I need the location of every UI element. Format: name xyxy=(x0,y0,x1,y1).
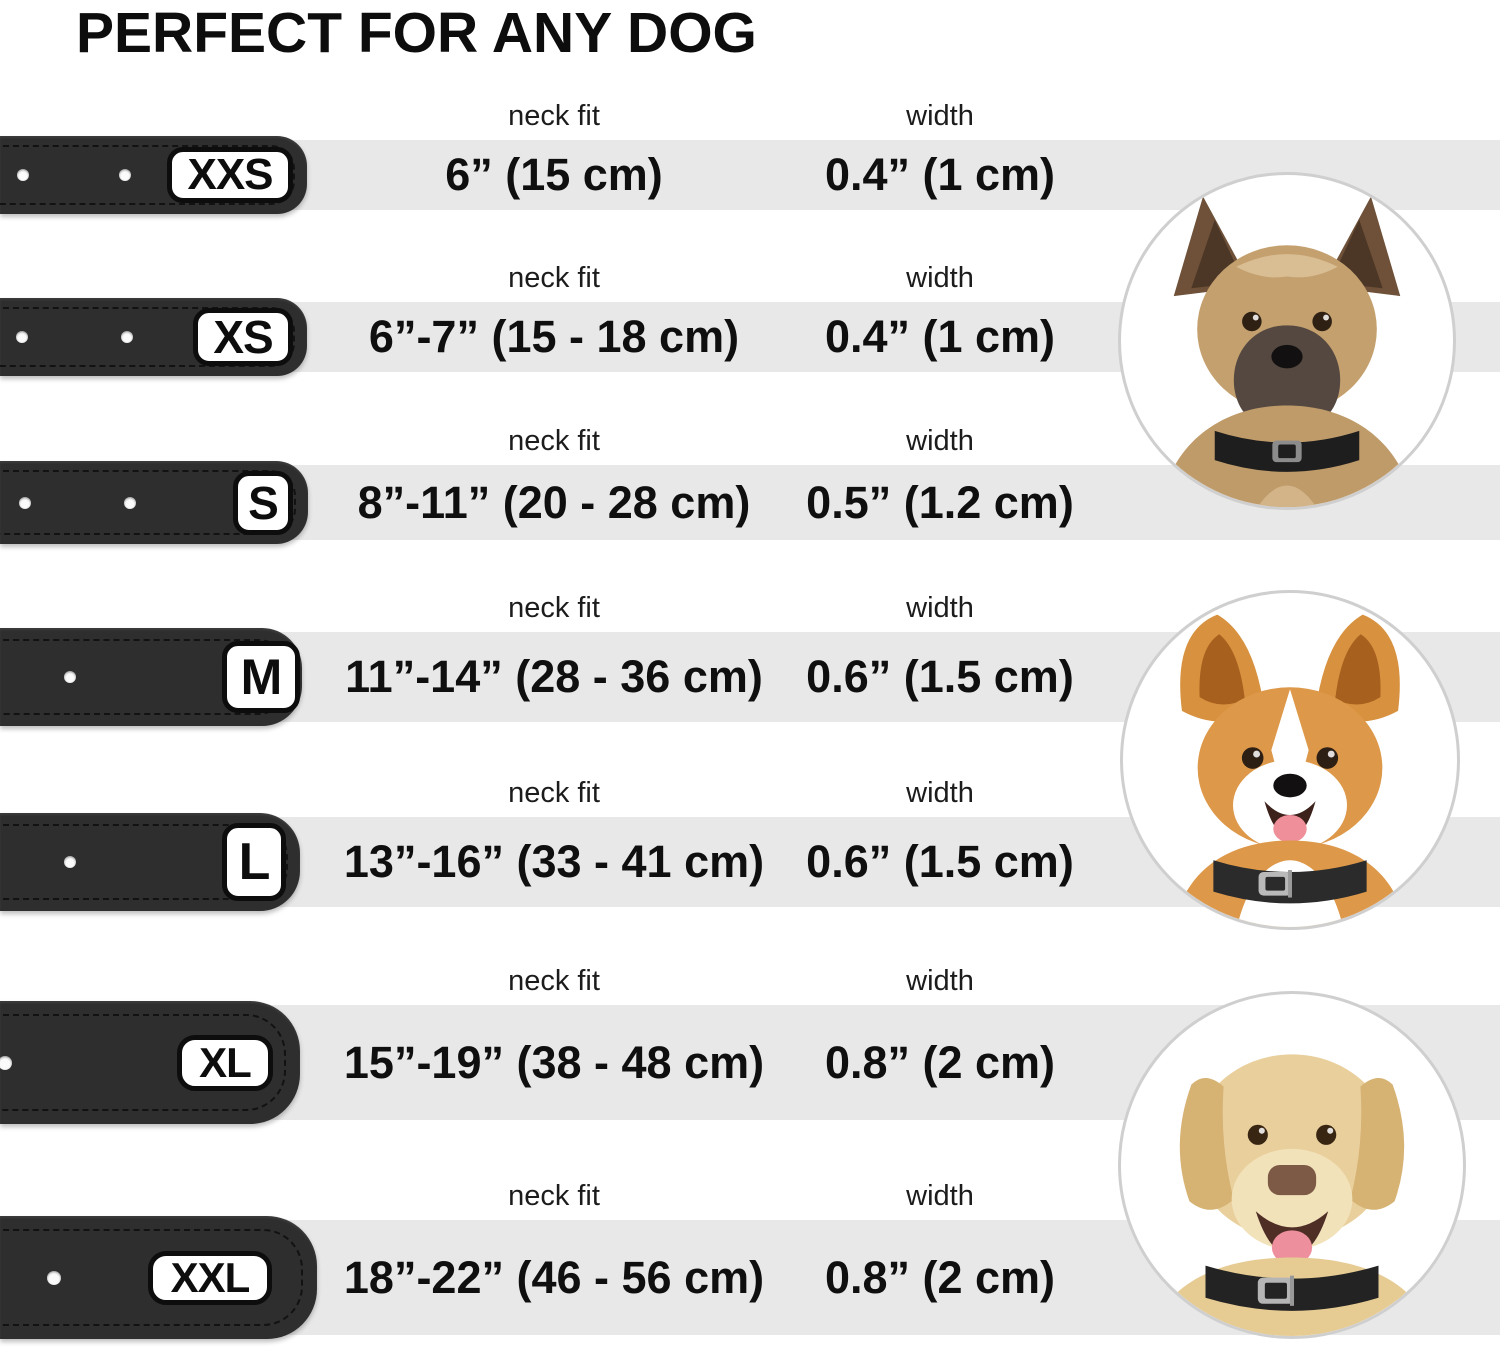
cairn-terrier-photo xyxy=(1160,196,1414,507)
width-value: 0.5” (1.2 cm) xyxy=(806,476,1074,528)
width-value: 0.4” (1 cm) xyxy=(824,149,1056,200)
collar-strap: XXS xyxy=(0,136,307,214)
column-header-width: width xyxy=(906,965,974,997)
width-value: 0.6” (1.5 cm) xyxy=(806,651,1074,702)
collar-strap: XS xyxy=(0,298,307,376)
column-header-neck-fit: neck fit xyxy=(508,1180,600,1212)
neck-fit-value: 18”-22” (46 - 56 cm) xyxy=(343,1251,765,1303)
neck-fit-value: 13”-16” (33 - 41 cm) xyxy=(343,836,765,887)
collar-hole xyxy=(16,331,28,343)
collar-hole xyxy=(64,671,76,683)
column-header-neck-fit: neck fit xyxy=(508,777,600,809)
column-header-width: width xyxy=(906,425,974,457)
size-tag: XL xyxy=(177,1034,273,1091)
neck-fit-value: 15”-19” (38 - 48 cm) xyxy=(343,1036,765,1088)
column-header-width: width xyxy=(906,100,974,132)
dog-photo-circle-terrier xyxy=(1118,172,1456,510)
column-header-neck-fit: neck fit xyxy=(508,592,600,624)
collar-stitching xyxy=(0,824,288,900)
collar-hole xyxy=(19,496,31,509)
collar-hole xyxy=(121,331,133,343)
collar-hole xyxy=(17,169,29,181)
size-tag: XS xyxy=(193,308,293,366)
collar-stitching xyxy=(0,1014,286,1111)
collar-strap: M xyxy=(0,628,302,726)
column-header-width: width xyxy=(906,262,974,294)
size-tag: XXL xyxy=(148,1250,272,1305)
neck-fit-value: 6” (15 cm) xyxy=(445,149,663,200)
collar-stitching xyxy=(0,307,295,367)
size-tag: S xyxy=(233,470,293,535)
size-tag: M xyxy=(222,641,300,713)
column-header-width: width xyxy=(906,777,974,809)
column-header-neck-fit: neck fit xyxy=(508,965,600,997)
collar-hole xyxy=(119,169,131,181)
collar-strap: XXL xyxy=(0,1216,317,1339)
size-row-s: neck fit width S 8”-11” (20 - 28 cm) 0.5… xyxy=(0,425,1500,544)
width-value: 0.4” (1 cm) xyxy=(824,311,1056,362)
width-value: 0.6” (1.5 cm) xyxy=(806,836,1074,887)
size-tag: XXS xyxy=(167,147,293,203)
dog-photo-circle-corgi xyxy=(1120,590,1460,930)
dog-photo-circle-labrador xyxy=(1118,991,1466,1339)
width-value: 0.8” (2 cm) xyxy=(824,1251,1056,1303)
neck-fit-value: 11”-14” (28 - 36 cm) xyxy=(345,651,763,702)
size-tag: L xyxy=(222,823,286,901)
column-header-neck-fit: neck fit xyxy=(508,100,600,132)
collar-hole xyxy=(47,1270,61,1285)
column-header-width: width xyxy=(906,592,974,624)
collar-stitching xyxy=(0,1229,303,1326)
column-header-neck-fit: neck fit xyxy=(508,262,600,294)
collar-stitching xyxy=(0,470,296,535)
collar-stitching xyxy=(0,145,295,205)
neck-fit-value: 6”-7” (15 - 18 cm) xyxy=(368,311,740,362)
corgi-photo xyxy=(1174,614,1406,927)
page-title: PERFECT FOR ANY DOG xyxy=(76,1,757,65)
column-header-width: width xyxy=(906,1180,974,1212)
column-header-neck-fit: neck fit xyxy=(508,425,600,457)
collar-hole xyxy=(0,1055,12,1070)
collar-hole xyxy=(124,496,136,509)
labrador-photo xyxy=(1151,1054,1433,1336)
collar-strap: L xyxy=(0,813,300,911)
collar-strap: XL xyxy=(0,1001,300,1124)
collar-strap: S xyxy=(0,461,308,544)
neck-fit-value: 8”-11” (20 - 28 cm) xyxy=(357,476,751,528)
width-value: 0.8” (2 cm) xyxy=(824,1036,1056,1088)
collar-hole xyxy=(64,856,76,868)
